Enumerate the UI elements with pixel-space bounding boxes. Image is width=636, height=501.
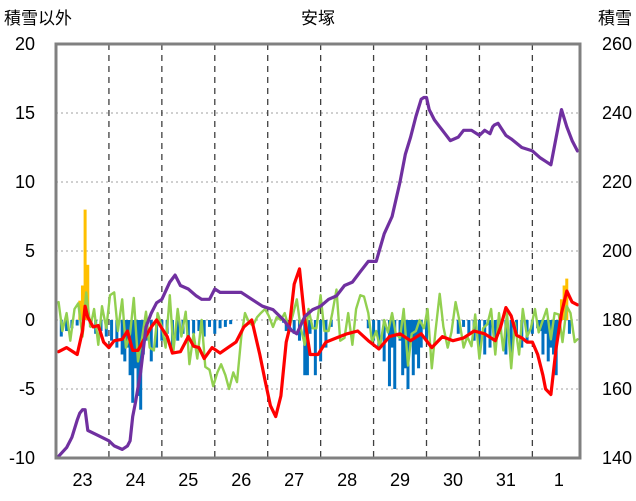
precipitation-bar [202,320,206,337]
right-tick-label: 160 [602,379,632,399]
precipitation-bar [393,320,397,389]
precipitation-bar [401,320,405,376]
left-tick-label: -10 [9,448,35,468]
left-axis-title: 積雪以外 [4,9,72,29]
precipitation-bar [417,320,421,369]
x-tick-label: 28 [337,470,357,490]
right-tick-label: 240 [602,103,632,123]
x-tick-label: 1 [554,470,564,490]
precipitation-bar [223,320,227,327]
precipitation-bar [541,320,545,355]
x-tick-label: 26 [231,470,251,490]
precipitation-bar [488,320,492,348]
precipitation-bar [303,320,307,376]
precipitation-bar [324,320,328,348]
precipitation-bar [308,320,312,334]
chart-title: 安塚 [301,9,335,29]
precipitation-bar [565,278,569,320]
precipitation-bar [86,264,90,320]
gridlines [55,44,580,458]
x-tick-label: 24 [125,470,145,490]
right-tick-label: 180 [602,310,632,330]
precipitation-bar [75,320,79,326]
precipitation-bar [131,320,135,403]
precipitation-bar [110,320,114,341]
x-tick-label: 31 [496,470,516,490]
x-tick-label: 27 [284,470,304,490]
precipitation-bar [133,320,137,369]
wind-line [57,288,579,391]
precipitation-bar [509,320,513,362]
snow-depth-line [57,95,579,458]
x-tick-label: 30 [443,470,463,490]
precipitation-bar [504,320,508,355]
precipitation-bar [544,320,548,334]
precipitation-bar [80,285,84,320]
x-tick-label: 25 [178,470,198,490]
left-tick-label: -5 [19,379,35,399]
precipitation-bar [483,320,487,355]
right-axis-ticks: 260 240 220 200 180 160 140 [602,34,632,468]
left-tick-label: 20 [15,34,35,54]
left-tick-label: 0 [25,310,35,330]
right-tick-label: 220 [602,172,632,192]
right-tick-label: 200 [602,241,632,261]
plot-frame [54,42,582,460]
left-tick-label: 5 [25,241,35,261]
right-tick-label: 140 [602,448,632,468]
precipitation-bar [313,320,317,376]
left-axis-ticks: 20 15 10 5 0 -5 -10 [9,34,35,468]
precipitation-bar [319,320,323,362]
precipitation-bar [83,209,87,320]
precipitation-bar [366,320,370,329]
right-tick-label: 260 [602,34,632,54]
precipitation-bar [305,320,309,376]
precipitation-bar [409,320,413,341]
precipitation-bar [128,320,132,376]
data-lines [57,95,579,458]
precipitation-bar [546,320,550,362]
precipitation-bar [390,320,394,348]
precipitation-bar [192,320,196,334]
precipitation-bar [462,320,466,327]
precipitation-bar [149,320,153,362]
precipitation-bar [186,320,190,341]
precipitation-bar [411,320,415,376]
precipitation-bar [292,320,296,334]
precipitation-bar [218,320,222,329]
precipitation-bar [207,320,211,327]
right-axis-title: 積雪 [598,9,632,29]
precipitation-bar [65,320,69,332]
precipitation-bar [229,320,233,325]
precipitation-bar [456,320,460,334]
precipitation-bar [115,320,119,348]
x-tick-label: 29 [390,470,410,490]
precipitation-bar [213,320,217,334]
precipitation-bar [425,320,429,341]
precipitation-bar [567,320,571,334]
precipitation-bar [176,320,180,341]
precipitation-bar [467,320,471,334]
precipitation-bar [552,320,556,355]
precipitation-bar [372,320,376,341]
precipitation-bar [387,320,391,387]
temperature-line [57,267,579,419]
x-axis-ticks: 23 24 25 26 27 28 29 30 31 1 [72,470,563,490]
precipitation-bar [530,320,534,334]
precipitation-bar [493,320,497,341]
left-tick-label: 10 [15,172,35,192]
precipitation-bar [197,320,201,332]
precipitation-bar [377,320,381,348]
left-tick-label: 15 [15,103,35,123]
x-tick-label: 23 [72,470,92,490]
